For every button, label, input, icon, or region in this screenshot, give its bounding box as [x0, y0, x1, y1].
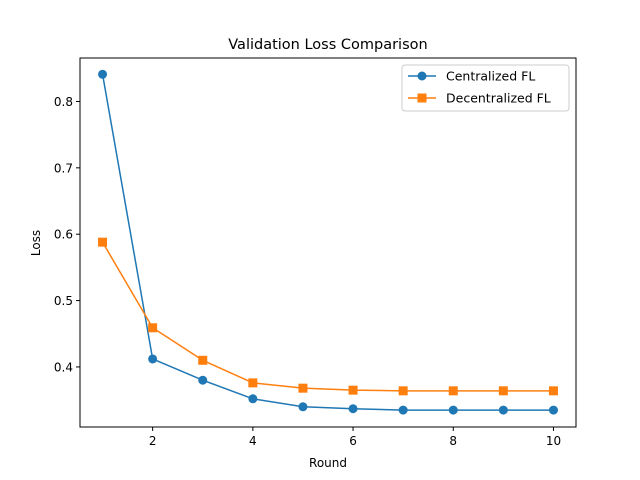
x-tick-label: 2 [149, 434, 157, 448]
legend: Centralized FL Decentralized FL [401, 64, 570, 112]
y-tick-label: 0.4 [54, 360, 73, 374]
data-point-centralized-fl [148, 354, 158, 364]
data-point-centralized-fl [348, 404, 358, 414]
series-line-decentralized-fl [101, 241, 554, 392]
x-tick-label: 8 [449, 434, 457, 448]
x-tick-label: 4 [249, 434, 257, 448]
y-tick-label: 0.5 [54, 294, 73, 308]
series-line-centralized-fl [101, 74, 554, 411]
data-point-decentralized-fl [98, 237, 108, 247]
data-point-decentralized-fl [298, 383, 308, 393]
data-point-decentralized-fl [198, 355, 208, 365]
data-point-decentralized-fl [448, 386, 458, 396]
legend-label-centralized: Centralized FL [446, 69, 535, 84]
chart-title: Validation Loss Comparison [228, 37, 427, 53]
data-point-decentralized-fl [248, 378, 258, 388]
y-tick-label: 0.8 [54, 95, 73, 109]
data-point-centralized-fl [498, 405, 508, 415]
data-point-decentralized-fl [498, 386, 508, 396]
x-axis-label: Round [309, 456, 347, 470]
legend-box [401, 64, 570, 112]
y-axis-ticks: 0.4 0.5 0.6 0.7 0.8 [54, 95, 80, 374]
legend-label-decentralized: Decentralized FL [446, 91, 551, 106]
data-point-centralized-fl [298, 402, 308, 412]
y-tick-label: 0.6 [54, 228, 73, 242]
data-point-centralized-fl [198, 375, 208, 385]
y-tick-label: 0.7 [54, 161, 73, 175]
y-axis-label: Loss [29, 230, 43, 256]
series-layer [98, 69, 558, 415]
data-point-decentralized-fl [148, 323, 158, 333]
x-axis-ticks: 2 4 6 8 10 [149, 427, 561, 448]
legend-marker-centralized [417, 71, 427, 81]
data-point-decentralized-fl [398, 386, 408, 396]
data-point-centralized-fl [548, 405, 558, 415]
x-tick-label: 6 [349, 434, 357, 448]
legend-marker-decentralized [417, 93, 427, 103]
data-point-decentralized-fl [348, 385, 358, 395]
data-point-centralized-fl [248, 394, 258, 404]
plot-area [79, 57, 577, 428]
axes-frame [79, 57, 577, 428]
data-point-centralized-fl [448, 405, 458, 415]
data-point-decentralized-fl [548, 386, 558, 396]
data-point-centralized-fl [398, 405, 408, 415]
data-point-centralized-fl [98, 69, 108, 79]
x-tick-label: 10 [546, 434, 561, 448]
